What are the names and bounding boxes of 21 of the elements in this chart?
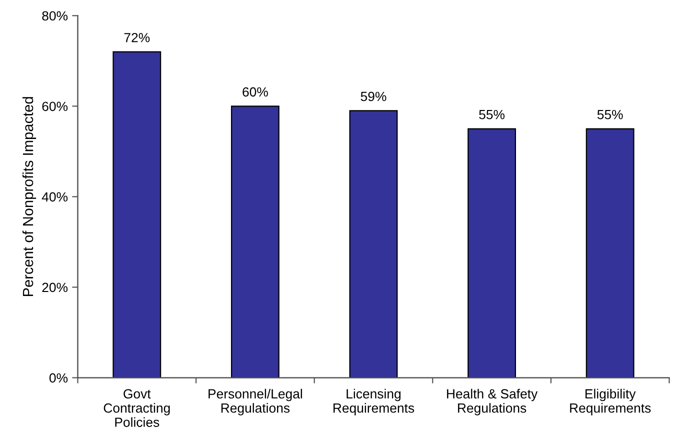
y-axis-title: Percent of Nonprofits Impacted <box>22 97 36 296</box>
y-tick-label: 0% <box>49 373 68 383</box>
bar <box>230 106 280 378</box>
x-tick-label: Eligibility Requirements <box>570 388 651 416</box>
bar <box>468 128 516 378</box>
y-tick-label: 60% <box>42 102 68 112</box>
bar <box>112 51 162 378</box>
x-tick-label: Govt Contracting Policies <box>104 389 170 427</box>
bar <box>586 128 634 378</box>
data-label: 72% <box>124 32 150 42</box>
data-label: 59% <box>360 92 386 102</box>
bar <box>349 110 398 378</box>
y-tick-label: 20% <box>42 282 68 292</box>
data-label: 60% <box>242 87 268 97</box>
y-tick-label: 40% <box>42 192 68 202</box>
data-label: 55% <box>597 110 623 120</box>
y-tick-label: 80% <box>42 11 68 21</box>
x-tick-label: Licensing Requirements <box>334 388 414 416</box>
x-tick-label: Personnel/Legal Regulations <box>208 388 302 416</box>
data-label: 55% <box>479 110 505 120</box>
x-tick-label: Health & Safety Regulations <box>447 388 538 416</box>
